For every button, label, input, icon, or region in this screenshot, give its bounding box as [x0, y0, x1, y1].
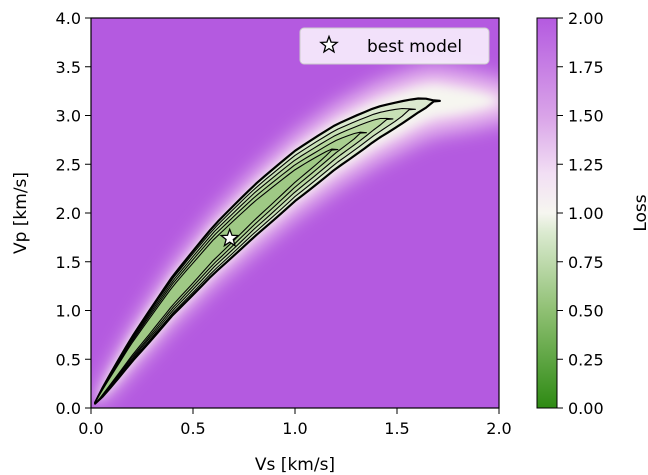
best-model-marker: [219, 227, 241, 248]
x-tick-label: 1.5: [384, 419, 409, 438]
star-icon: [319, 34, 339, 54]
colorbar-tick-label: 1.75: [568, 58, 604, 77]
x-axis: 0.0 0.5 1.0 1.5 2.0: [78, 408, 512, 438]
colorbar-tick-label: 1.00: [568, 204, 604, 223]
colorbar-tick-label: 1.50: [568, 107, 604, 126]
plot-area: [90, 17, 500, 409]
heatmap-field: [93, 67, 499, 407]
colorbar-tick-label: 0.25: [568, 350, 604, 369]
y-tick-label: 3.0: [56, 107, 81, 126]
colorbar-tick-label: 0.50: [568, 302, 604, 321]
loss-contours: [94, 97, 441, 405]
star-icon: [219, 227, 241, 248]
contour-level-5: [94, 148, 339, 405]
colorbar-gradient: [536, 17, 558, 409]
x-tick-label: 0.5: [180, 419, 205, 438]
contour-level-2: [94, 107, 416, 405]
colorbar-tick-label: 0.75: [568, 253, 604, 272]
legend-box: [299, 27, 490, 65]
colorbar-tick-label: 0.00: [568, 399, 604, 418]
y-tick-label: 0.5: [56, 350, 81, 369]
legend-star-symbol: [319, 34, 339, 54]
y-tick-label: 2.0: [56, 204, 81, 223]
y-tick-label: 1.0: [56, 302, 81, 321]
colorbar-ticks: 0.00 0.25 0.50 0.75 1.00 1.25 1.50 1.75 2.00: [557, 9, 604, 418]
colorbar: 0.00 0.25 0.50 0.75 1.00 1.25 1.50 1.75 2.00 Los…: [536, 9, 648, 418]
x-tick-label: 1.0: [282, 419, 307, 438]
x-tick-label: 2.0: [486, 419, 511, 438]
y-tick-label: 3.5: [56, 58, 81, 77]
legend-label-best-model: best model: [367, 37, 462, 57]
y-tick-label: 1.5: [56, 253, 81, 272]
y-tick-label: 0.0: [56, 399, 81, 418]
colorbar-label: Loss: [631, 194, 648, 231]
legend: best model: [299, 27, 490, 65]
x-axis-label: Vs [km/s]: [255, 455, 335, 475]
y-tick-label: 2.5: [56, 155, 81, 174]
contour-level-4: [94, 131, 367, 405]
contour-level-3: [94, 117, 394, 405]
colorbar-tick-label: 1.25: [568, 155, 604, 174]
y-axis: 0.0 0.5 1.0 1.5 2.0 2.5 3.0 3.5 4.0: [56, 9, 91, 418]
contour-level-1: [94, 97, 441, 405]
y-tick-label: 4.0: [56, 9, 81, 28]
colorbar-tick-label: 2.00: [568, 9, 604, 28]
y-axis-label: Vp [km/s]: [11, 172, 31, 254]
x-tick-label: 0.0: [78, 419, 103, 438]
